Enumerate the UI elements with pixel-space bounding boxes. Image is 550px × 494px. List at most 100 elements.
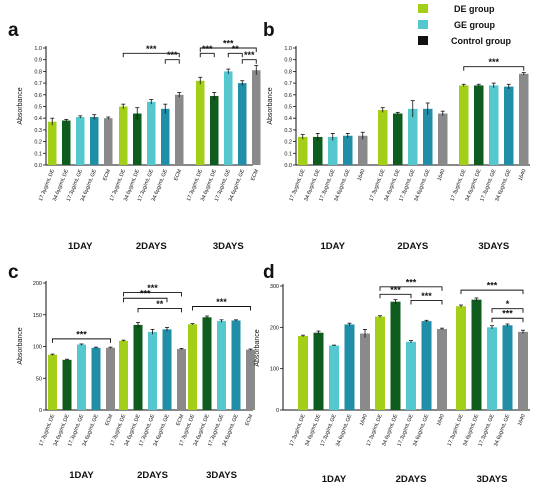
- bar: [313, 136, 323, 165]
- significance-label: *: [506, 299, 510, 309]
- bar: [408, 108, 418, 165]
- bar: [202, 317, 212, 410]
- significance-label: ***: [421, 291, 432, 301]
- significance-label: ***: [216, 297, 227, 307]
- category-label: ECM: [250, 169, 260, 182]
- legend-label-de: DE group: [454, 4, 495, 14]
- bar: [119, 106, 128, 165]
- significance-bracket: [137, 307, 182, 313]
- bar: [328, 136, 338, 165]
- bar: [175, 94, 184, 165]
- significance-bracket: [491, 317, 524, 323]
- bar: [196, 80, 205, 165]
- significance-bracket: [491, 308, 524, 313]
- bar: [313, 332, 324, 410]
- bar: [48, 121, 57, 165]
- significance-label: ***: [487, 281, 498, 291]
- significance-bracket: [379, 286, 443, 291]
- group-label: 2DAYS: [397, 241, 428, 252]
- significance-label: **: [232, 44, 240, 54]
- panel-label: d: [263, 262, 275, 283]
- significance-bracket: [199, 47, 257, 52]
- y-tick-label: 0.5: [34, 105, 42, 111]
- significance-bracket: [192, 306, 251, 311]
- category-label: 34.6μg/mL GE: [494, 168, 512, 202]
- group-label: 1DAY: [68, 241, 93, 252]
- category-label: ECM: [102, 169, 112, 182]
- y-tick-label: 1.0: [284, 46, 292, 52]
- y-tick-label: 0.9: [34, 58, 42, 64]
- bar: [188, 324, 197, 410]
- y-tick-label: 0: [276, 408, 279, 414]
- legend-label-ge: GE group: [454, 20, 495, 30]
- bar: [504, 86, 514, 165]
- panel-label: b: [263, 20, 275, 41]
- bar: [358, 135, 368, 165]
- y-tick-label: 0.8: [34, 69, 42, 75]
- bar: [119, 340, 128, 410]
- legend: DE group GE group Control group: [418, 4, 511, 46]
- y-tick-label: 0.4: [284, 116, 292, 122]
- significance-label: ***: [406, 277, 417, 287]
- bar: [437, 328, 447, 410]
- panel-a: a 0.0 0.1 0.2 0.3 0.4 0.5 0.6 0.7 0.8 0.9 1.0 Absorb…: [8, 20, 261, 252]
- significance-label: ***: [223, 39, 234, 49]
- significance-label: ***: [147, 283, 158, 293]
- bar: [224, 71, 233, 165]
- y-axis-label: Absorbance: [254, 329, 261, 366]
- bar: [459, 85, 469, 165]
- bar: [518, 331, 528, 410]
- bar: [252, 70, 261, 165]
- bar: [62, 359, 72, 410]
- group-label: 2DAYS: [136, 241, 167, 252]
- y-tick-label: 200: [33, 281, 42, 287]
- y-tick-label: 0.3: [34, 128, 42, 134]
- bar: [423, 108, 433, 165]
- bar: [393, 113, 403, 165]
- group-label: 1DAY: [69, 470, 94, 481]
- bar: [231, 320, 241, 410]
- group-label: 3DAYS: [477, 474, 508, 485]
- group-label: 3DAYS: [213, 241, 244, 252]
- category-label: 1640: [436, 413, 446, 426]
- y-tick-label: 200: [270, 325, 279, 331]
- bar: [62, 120, 71, 165]
- significance-label: ***: [502, 309, 513, 319]
- significance-bracket: [52, 338, 111, 343]
- significance-label: ***: [76, 329, 87, 339]
- panel-label: c: [8, 262, 19, 283]
- bar: [177, 349, 186, 410]
- group-label: 3DAYS: [206, 470, 237, 481]
- bar: [438, 113, 448, 165]
- y-tick-label: 0.0: [284, 163, 292, 169]
- bar: [161, 108, 170, 165]
- y-tick-label: 0.8: [284, 69, 292, 75]
- y-tick-label: 0.7: [284, 81, 292, 87]
- significance-bracket: [463, 66, 525, 71]
- y-tick-label: 0.7: [34, 81, 42, 87]
- y-tick-label: 0: [39, 408, 42, 414]
- significance-label: ***: [146, 44, 157, 54]
- bar: [298, 336, 308, 410]
- group-label: 3DAYS: [478, 241, 509, 252]
- category-label: 1640: [357, 168, 367, 181]
- y-tick-label: 0.9: [284, 58, 292, 64]
- y-tick-label: 0.0: [34, 163, 42, 169]
- category-label: 34.6μg/mL GE: [333, 168, 351, 202]
- bar: [471, 299, 482, 410]
- bar: [238, 83, 247, 165]
- bar: [360, 333, 370, 410]
- significance-bracket: [241, 59, 257, 64]
- significance-label: ***: [390, 285, 401, 295]
- bar: [90, 117, 99, 165]
- significance-bracket: [199, 52, 215, 58]
- bar: [91, 347, 101, 410]
- bar: [378, 110, 388, 165]
- bar: [406, 341, 416, 410]
- category-label: 34.6μg/mL GE: [493, 413, 511, 447]
- bar: [133, 113, 142, 165]
- y-tick-label: 0.6: [34, 93, 42, 99]
- category-label: 34.6μg/mL GE: [413, 168, 431, 202]
